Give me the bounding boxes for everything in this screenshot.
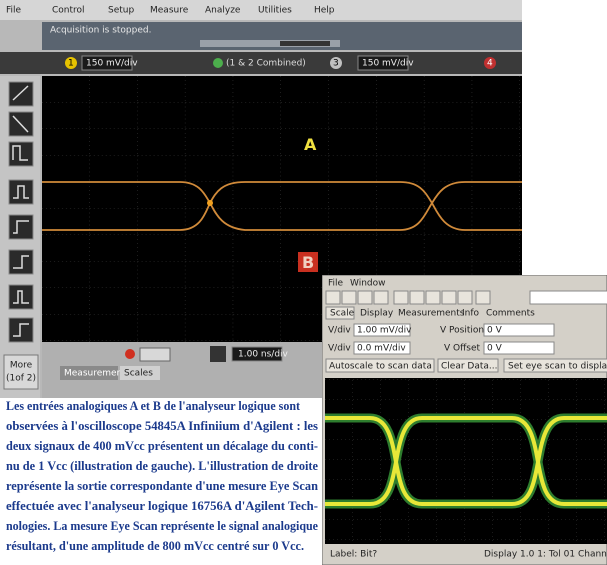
menu-item[interactable]: Measure xyxy=(150,6,189,16)
menu-item[interactable]: File xyxy=(6,6,22,16)
channel-number: 3 xyxy=(333,59,339,69)
caption-line: effectuée avec l'analyseur logique 16756… xyxy=(6,499,318,513)
more-label: (1of 2) xyxy=(6,374,36,384)
field-value[interactable]: 1.00 mV/div xyxy=(357,326,412,336)
field-label: V/div xyxy=(328,326,351,336)
tab-label: Scales xyxy=(124,369,153,379)
status-text: Display 1.0 1: Tol 01 Channel xyxy=(484,550,607,560)
tab-label[interactable]: Comments xyxy=(486,309,535,319)
field-label: V Position xyxy=(440,326,484,336)
page: File Control Setup Measure Analyze Utili… xyxy=(0,0,607,565)
menu-item[interactable]: Analyze xyxy=(205,6,241,16)
tab-label[interactable]: Info xyxy=(462,309,480,319)
timebase[interactable]: 1.00 ns/div xyxy=(238,350,289,360)
caption-line: nu de 1 Vcc (illustration de gauche). L'… xyxy=(6,459,318,473)
eye-scan-window: File Window Scale Display Measurements I… xyxy=(322,275,607,565)
menu-item[interactable]: Help xyxy=(314,6,335,16)
caption-line: représente la sortie correspondante d'un… xyxy=(6,479,318,493)
toolbar[interactable] xyxy=(326,291,607,304)
caption-line: observées à l'oscilloscope 54845A Infini… xyxy=(6,419,318,433)
marker-a: A xyxy=(304,135,317,154)
field-value[interactable]: 0 V xyxy=(487,344,503,354)
channel-label: (1 & 2 Combined) xyxy=(226,59,306,69)
marker-b: B xyxy=(302,253,314,272)
menu-item[interactable]: Utilities xyxy=(258,6,292,16)
button-label: Set eye scan to display xyxy=(508,362,607,372)
caption-line: deux signaux de 400 mVcc présentent un d… xyxy=(6,439,318,453)
tab-label[interactable]: Measurements xyxy=(398,309,465,319)
menu-item[interactable]: Control xyxy=(52,6,85,16)
channel-number: 4 xyxy=(487,59,493,69)
caption-line: nologies. La mesure Eye Scan représente … xyxy=(6,519,318,533)
button-label: Clear Data... xyxy=(441,362,497,372)
field-label: V Offset xyxy=(444,344,481,354)
field-value[interactable]: 0.0 mV/div xyxy=(357,344,406,354)
status-text: Acquisition is stopped. xyxy=(50,26,151,36)
field-label: V/div xyxy=(328,344,351,354)
caption-line: Les entrées analogiques A et B de l'anal… xyxy=(6,399,301,413)
menu-item[interactable]: Window xyxy=(350,279,386,289)
more-label: More xyxy=(10,361,33,371)
tab-label[interactable]: Scale xyxy=(330,309,355,319)
channel-scale[interactable]: 150 mV/div xyxy=(86,59,138,69)
menu-item[interactable]: File xyxy=(328,279,344,289)
button-label: Autoscale to scan data xyxy=(329,362,432,372)
caption-line: résultant, d'une amplitude de 800 mVcc c… xyxy=(6,539,304,553)
menu-item[interactable]: Setup xyxy=(108,6,134,16)
channel-number: 1 xyxy=(68,59,74,69)
tab-label[interactable]: Display xyxy=(360,309,394,319)
status-text: Label: Bit? xyxy=(330,550,377,560)
channel-scale[interactable]: 150 mV/div xyxy=(362,59,414,69)
field-value[interactable]: 0 V xyxy=(487,326,503,336)
